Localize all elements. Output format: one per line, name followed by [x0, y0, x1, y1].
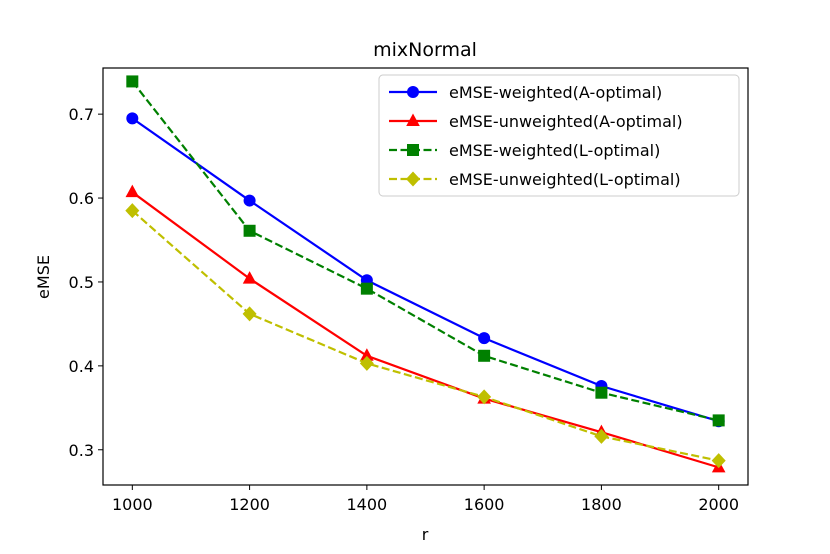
data-point-series-3 [712, 414, 725, 427]
legend-marker [407, 86, 419, 98]
legend-marker [407, 144, 419, 156]
legend-marker [406, 113, 420, 126]
data-point-series-4 [359, 355, 374, 371]
x-tick-label: 2000 [698, 495, 739, 514]
data-point-series-4 [711, 453, 726, 469]
series-layer [125, 75, 726, 473]
data-point-series-3 [478, 349, 491, 362]
data-point-series-2 [360, 348, 374, 361]
data-point-series-3 [360, 282, 373, 295]
plot-frame [102, 67, 749, 486]
x-tick-label: 1600 [464, 495, 505, 514]
y-axis-title: eMSE [34, 255, 53, 299]
x-tick-label: 1400 [347, 495, 388, 514]
x-tick-label: 1800 [581, 495, 622, 514]
y-tick-label: 0.5 [69, 273, 94, 292]
data-point-series-2 [242, 271, 257, 284]
series-line-3 [131, 80, 719, 422]
data-point-series-4 [477, 389, 492, 405]
x-tick-label: 1200 [229, 495, 270, 514]
data-point-series-3 [595, 386, 608, 399]
series-line-4 [131, 209, 719, 462]
y-tick-label: 0.4 [69, 357, 94, 376]
x-axis-title: r [422, 525, 429, 544]
legend-box [378, 74, 740, 197]
data-point-series-3 [126, 75, 139, 88]
data-point-series-1 [478, 332, 491, 345]
data-point-series-4 [125, 203, 140, 219]
legend: eMSE-weighted(A-optimal) eMSE-unweighted(… [378, 74, 740, 197]
y-tick-label: 0.3 [69, 441, 94, 460]
legend-label: eMSE-weighted(A-optimal) [449, 83, 662, 102]
legend-label: eMSE-unweighted(A-optimal) [449, 112, 683, 131]
data-point-series-4 [242, 306, 257, 322]
y-axis: 0.3 0.4 0.5 0.6 0.7 [69, 105, 103, 460]
series-line-1 [131, 117, 719, 423]
data-point-series-1 [243, 194, 256, 207]
y-tick-label: 0.6 [69, 189, 94, 208]
data-point-series-1 [126, 112, 139, 125]
data-point-series-3 [243, 224, 256, 237]
legend-label: eMSE-weighted(L-optimal) [449, 141, 660, 160]
y-tick-label: 0.7 [69, 105, 94, 124]
series-line-2 [131, 191, 719, 469]
legend-label: eMSE-unweighted(L-optimal) [449, 170, 681, 189]
data-point-series-4 [594, 428, 609, 444]
x-tick-label: 1000 [112, 495, 153, 514]
legend-marker [406, 171, 420, 187]
data-point-series-2 [125, 184, 140, 198]
chart-title: mixNormal [373, 39, 477, 61]
x-axis: 1000 1200 1400 1600 1800 2000 [112, 485, 739, 514]
